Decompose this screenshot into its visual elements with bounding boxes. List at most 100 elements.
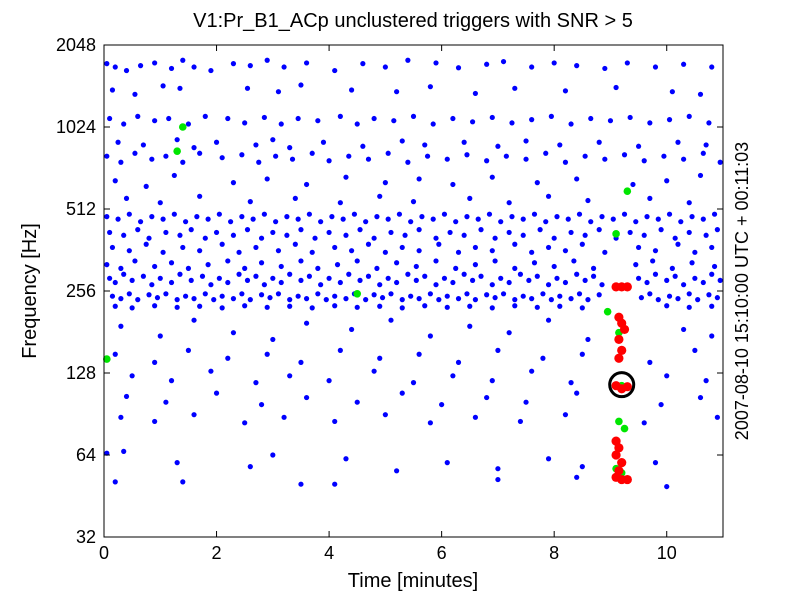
data-point <box>143 241 149 247</box>
x-tick-label: 6 <box>437 543 447 563</box>
data-point <box>612 230 620 238</box>
data-point <box>343 232 349 238</box>
data-point <box>126 211 132 217</box>
data-point <box>661 153 667 159</box>
data-point <box>332 244 338 251</box>
data-point <box>545 317 552 323</box>
data-point <box>107 229 113 236</box>
data-point <box>185 121 192 127</box>
data-point <box>256 159 262 165</box>
data-point <box>700 216 706 222</box>
data-point <box>174 297 180 303</box>
x-tick-label: 10 <box>657 543 677 563</box>
data-point <box>374 265 380 271</box>
data-point <box>422 273 428 279</box>
data-point <box>512 265 518 271</box>
data-point <box>652 460 659 466</box>
data-point <box>298 277 304 283</box>
data-point <box>472 262 478 268</box>
data-point <box>152 60 158 66</box>
data-point <box>298 82 304 88</box>
data-point <box>250 216 256 222</box>
data-point <box>174 460 180 466</box>
data-point <box>112 279 118 286</box>
data-point <box>312 235 318 241</box>
data-point <box>652 248 659 254</box>
data-point <box>326 158 332 164</box>
data-point <box>104 214 110 220</box>
data-point <box>495 347 501 353</box>
data-point <box>714 295 720 301</box>
data-point <box>149 214 155 220</box>
data-point <box>652 64 659 70</box>
data-point <box>354 399 360 405</box>
y-tick-label: 512 <box>66 199 96 219</box>
data-point <box>681 61 687 67</box>
data-point <box>281 414 287 420</box>
data-point <box>149 282 155 288</box>
data-point <box>450 115 456 122</box>
data-point <box>360 61 366 67</box>
data-point <box>410 113 417 119</box>
data-point <box>596 292 602 298</box>
data-point <box>180 479 186 485</box>
data-point <box>382 64 388 70</box>
data-point <box>464 214 470 220</box>
data-point <box>191 64 197 70</box>
data-point <box>562 279 569 286</box>
data-point <box>363 297 369 303</box>
data-point <box>171 172 177 179</box>
data-point <box>430 121 436 127</box>
data-point <box>129 305 135 311</box>
data-point <box>188 277 194 283</box>
data-point <box>385 150 391 156</box>
data-point <box>506 200 512 206</box>
data-point <box>534 304 540 310</box>
data-point <box>464 152 470 158</box>
data-point <box>416 227 422 233</box>
data-point <box>123 393 130 400</box>
data-point <box>391 118 397 124</box>
data-point <box>416 248 422 254</box>
data-point <box>126 248 132 254</box>
data-point <box>506 279 512 286</box>
data-point <box>270 137 276 143</box>
data-point <box>332 303 338 309</box>
data-point <box>410 380 417 386</box>
data-point <box>354 121 360 127</box>
data-point <box>239 291 245 297</box>
data-point <box>489 248 495 254</box>
data-point <box>582 153 588 159</box>
data-point <box>377 193 383 199</box>
data-point <box>633 262 639 268</box>
data-point <box>332 418 338 425</box>
data-point <box>529 368 535 374</box>
data-point <box>498 219 504 225</box>
data-point <box>469 277 476 283</box>
data-point <box>180 244 186 251</box>
data-point <box>647 359 653 365</box>
y-ticks: 32 64 128 256 512 1024 2048 <box>56 35 723 547</box>
data-point <box>315 265 321 271</box>
data-point <box>512 297 518 303</box>
data-point <box>664 303 670 309</box>
data-point <box>289 156 296 162</box>
data-point <box>213 229 220 236</box>
data-point <box>163 153 169 159</box>
data-point <box>104 61 110 67</box>
highlight-ring <box>608 371 636 399</box>
data-point <box>396 211 403 217</box>
data-point <box>416 351 422 357</box>
data-point <box>582 232 588 238</box>
data-point <box>579 241 585 247</box>
data-point <box>118 323 124 329</box>
data-point <box>247 297 253 303</box>
data-point <box>399 390 405 396</box>
data-point <box>306 211 312 217</box>
data-point <box>686 113 692 119</box>
data-point <box>537 227 543 233</box>
x-tick-label: 0 <box>99 543 109 563</box>
data-point <box>287 373 293 379</box>
data-point <box>303 60 310 66</box>
data-point <box>371 235 377 241</box>
